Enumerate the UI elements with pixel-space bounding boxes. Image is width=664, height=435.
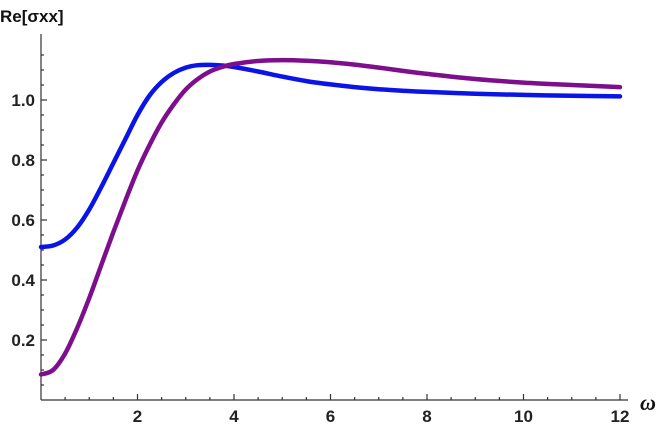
labels: Re[σxx] ω bbox=[0, 7, 656, 415]
axes: 2 4 6 8 10 12 0.2 0.4 0.6 0.8 1.0 bbox=[11, 34, 629, 426]
y-tick-label: 0.6 bbox=[11, 211, 35, 230]
x-tick-label: 2 bbox=[133, 407, 142, 426]
x-tick-label: 12 bbox=[611, 407, 630, 426]
series-line-1 bbox=[38, 62, 623, 250]
x-tick-label: 6 bbox=[326, 407, 335, 426]
x-tick-label: 10 bbox=[514, 407, 533, 426]
y-tick-label: 0.8 bbox=[11, 151, 35, 170]
y-tick-label: 0.4 bbox=[11, 271, 35, 290]
series-line-2 bbox=[38, 57, 623, 377]
x-axis-label: ω bbox=[640, 390, 656, 415]
y-axis-label: Re[σxx] bbox=[0, 7, 64, 26]
y-tick-label: 1.0 bbox=[11, 91, 35, 110]
plot-series bbox=[38, 57, 623, 377]
x-tick-label: 8 bbox=[422, 407, 431, 426]
x-tick-label: 4 bbox=[229, 407, 239, 426]
y-tick-label: 0.2 bbox=[11, 331, 35, 350]
